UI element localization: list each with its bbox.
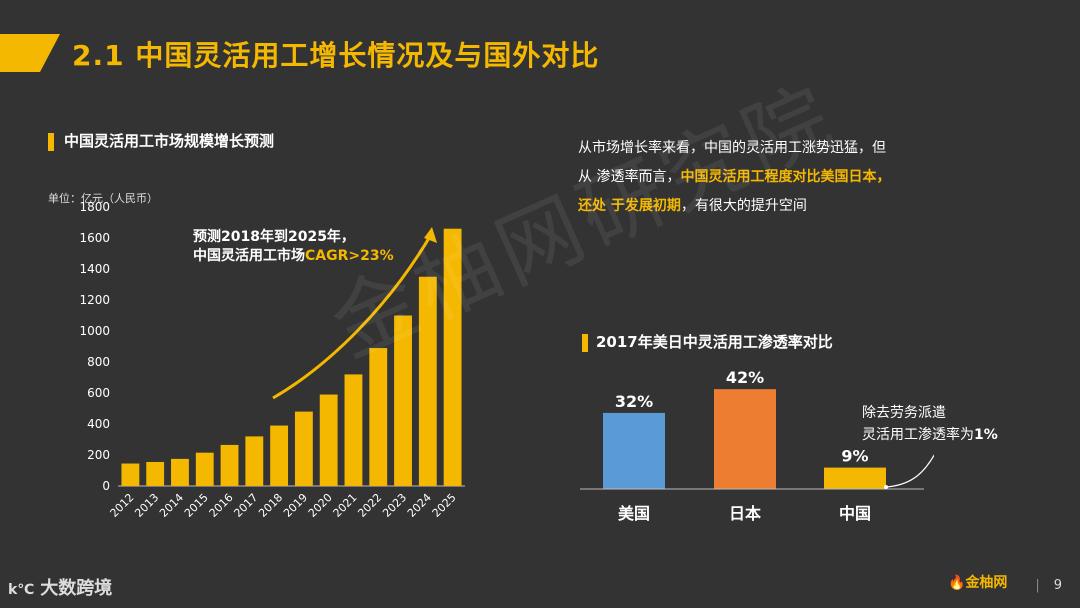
- analysis-line-2: 从 渗透率而言，中国灵活用工程度对比美国日本，: [578, 169, 891, 185]
- analysis-line-1: 从市场增长率来看，中国的灵活用工涨势迅猛，但: [578, 140, 886, 156]
- note-pointer-dot: [884, 485, 888, 489]
- page-number: | 9: [1035, 578, 1062, 593]
- bar-日本: [714, 389, 776, 489]
- analysis-paragraph: 从市场增长率来看，中国的灵活用工涨势迅猛，但 从 渗透率而言，中国灵活用工程度对…: [578, 134, 958, 221]
- value-label: 32%: [615, 392, 653, 411]
- bar-2022: [369, 348, 388, 486]
- y-tick-label: 1600: [79, 231, 110, 245]
- x-tick-label: 2019: [281, 491, 310, 520]
- y-tick-label: 1400: [79, 262, 110, 276]
- x-tick-label: 2016: [207, 491, 236, 520]
- page-divider: |: [1035, 578, 1040, 593]
- cagr-annotation-line1: 预测2018年到2025年，: [193, 228, 355, 245]
- bar-2025: [443, 228, 462, 486]
- x-tick-label: 2017: [231, 491, 260, 520]
- x-tick-label: 2023: [380, 491, 409, 520]
- title-accent-bar: [0, 34, 60, 72]
- bar-2018: [270, 425, 289, 486]
- bar-2020: [319, 394, 338, 486]
- bar-2016: [220, 444, 239, 486]
- x-tick-label: 2020: [306, 491, 335, 520]
- right-section-title: 2017年美日中灵活用工渗透率对比: [596, 333, 833, 351]
- category-label: 日本: [729, 504, 761, 523]
- value-label: 9%: [841, 447, 868, 466]
- left-section-marker: [48, 133, 54, 151]
- x-tick-label: 2013: [132, 491, 161, 520]
- x-tick-label: 2018: [256, 491, 285, 520]
- footer-brand-icon: k℃: [8, 582, 35, 598]
- growth-trend-arrow: [272, 232, 434, 400]
- value-label: 42%: [726, 370, 764, 387]
- note-pointer-line: [885, 454, 934, 488]
- bar-2013: [146, 461, 165, 486]
- category-label: 中国: [839, 504, 871, 523]
- x-tick-label: 2022: [355, 491, 384, 520]
- bar-2012: [121, 463, 140, 486]
- y-tick-label: 800: [87, 355, 110, 369]
- y-tick-label: 1000: [79, 324, 110, 338]
- analysis-line-3: 还处 于发展初期，有很大的提升空间: [578, 198, 807, 214]
- left-section-title: 中国灵活用工市场规模增长预测: [64, 132, 275, 150]
- note-line-2: 灵活用工渗透率为1%: [862, 427, 998, 443]
- y-tick-label: 400: [87, 417, 110, 431]
- y-tick-label: 0: [102, 479, 110, 493]
- bar-2015: [195, 452, 214, 486]
- cagr-annotation-line2: 中国灵活用工市场CAGR>23%: [193, 247, 394, 264]
- bar-2014: [171, 458, 189, 486]
- y-tick-label: 1200: [79, 293, 110, 307]
- growth-trend-arrowhead: [424, 227, 437, 243]
- x-tick-label: 2025: [430, 491, 459, 520]
- penetration-chart: 32% 美国 42% 日本 9% 中国: [580, 370, 934, 523]
- bar-中国: [824, 467, 886, 489]
- y-tick-label: 200: [87, 448, 110, 462]
- category-label: 美国: [618, 504, 650, 523]
- bar-2019: [294, 411, 313, 486]
- y-tick-label: 600: [87, 386, 110, 400]
- x-tick-label: 2015: [182, 491, 211, 520]
- right-section-marker: [582, 334, 588, 352]
- footer-brand: k℃ 大数跨境: [8, 578, 113, 599]
- y-tick-label: 1800: [79, 200, 110, 214]
- bar-美国: [603, 412, 665, 489]
- page-title: 2.1 中国灵活用工增长情况及与国外对比: [72, 39, 600, 72]
- x-tick-label: 2024: [405, 491, 434, 520]
- note-line-1: 除去劳务派遣: [862, 405, 946, 421]
- penetration-note: 除去劳务派遣 灵活用工渗透率为1%: [862, 402, 998, 446]
- footer-logo: 🔥金柚网: [948, 575, 1008, 591]
- left-chart-unit: 单位：亿元（人民币）: [48, 192, 158, 205]
- x-tick-label: 2012: [108, 491, 137, 520]
- bar-2021: [344, 374, 363, 486]
- x-tick-label: 2014: [157, 491, 186, 520]
- bar-2017: [245, 436, 264, 486]
- bar-2023: [394, 315, 412, 486]
- flame-icon: 🔥: [948, 575, 966, 591]
- bar-2024: [418, 276, 437, 486]
- x-tick-label: 2021: [331, 491, 360, 520]
